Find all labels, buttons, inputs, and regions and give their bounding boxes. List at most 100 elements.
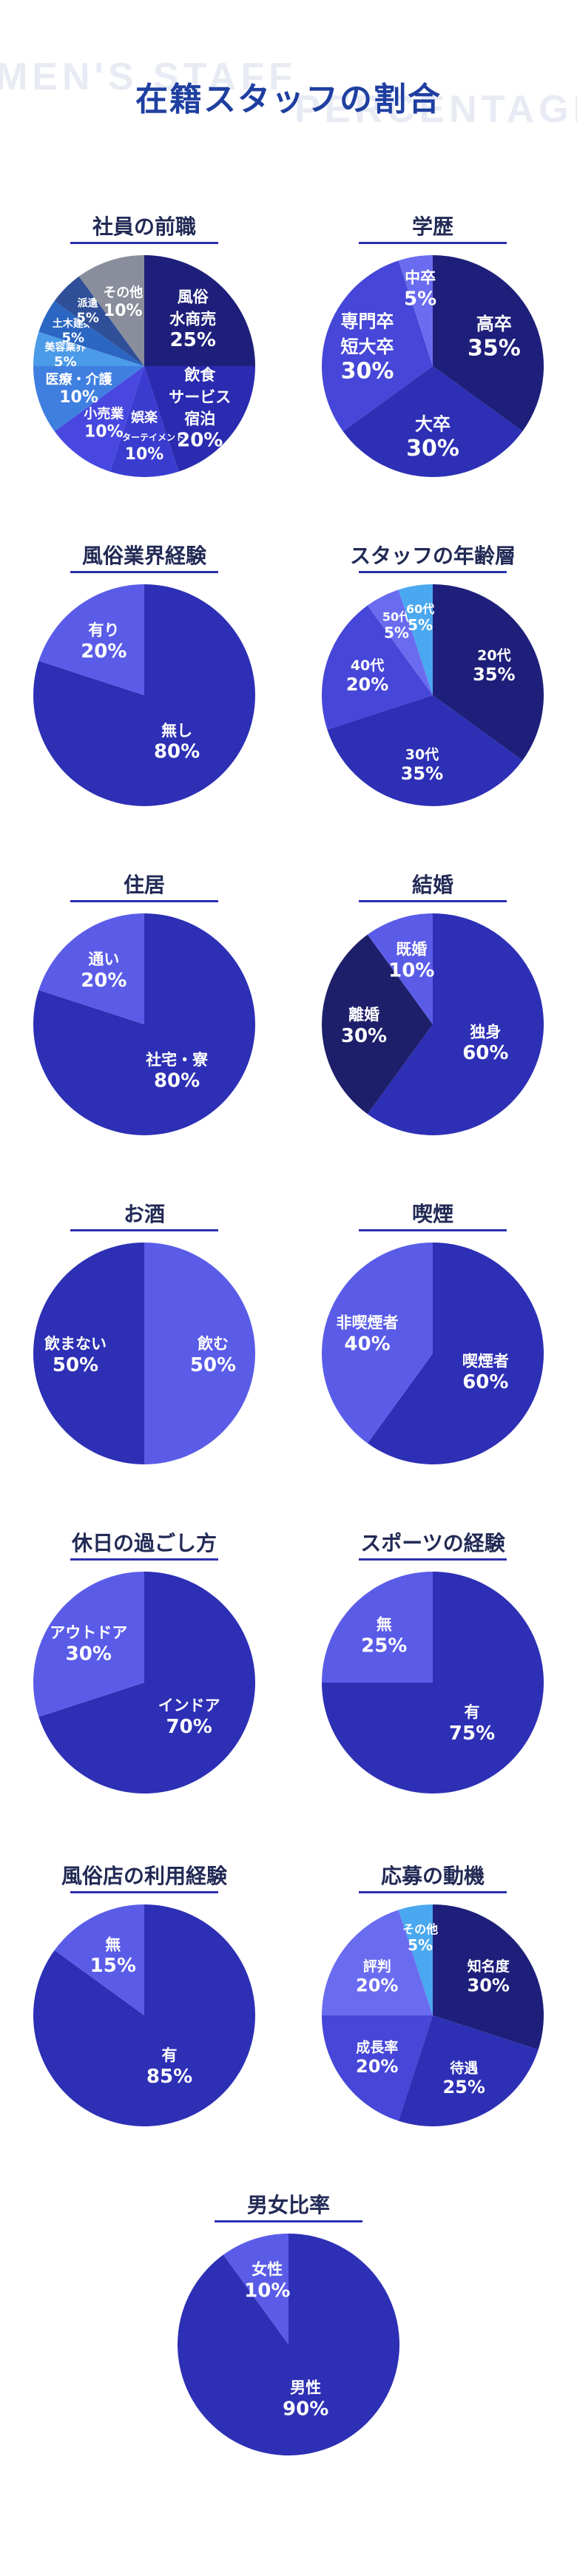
chart-title: 風俗業界経験	[81, 544, 206, 568]
slice-label: 有り 20%	[81, 621, 126, 663]
slice-value-label: 25%	[170, 329, 216, 351]
chart-title-underline	[359, 571, 507, 573]
slice-value-label: 50%	[53, 1354, 98, 1376]
slice-label: その他 5%	[402, 1922, 438, 1954]
slice-value-label: 10%	[104, 302, 143, 320]
slice-category-label: 既婚	[396, 941, 427, 959]
slice-value-label: 10%	[244, 2280, 290, 2302]
slice-value-label: 30%	[468, 1975, 510, 1996]
pie-slice	[398, 2015, 539, 2126]
pie-chart: 男性 90% 女性 10%	[177, 2234, 399, 2455]
chart-title-underline	[359, 1229, 507, 1231]
slice-value-label: 30%	[341, 358, 394, 384]
chart-title-underline	[70, 1891, 218, 1893]
pie-slice	[177, 2234, 399, 2455]
slice-label: 無 25%	[361, 1615, 407, 1657]
chart-block: お酒 飲む 50% 飲まない 50%	[7, 1198, 281, 1472]
chart-title-underline	[70, 242, 218, 244]
slice-category-label: 宿泊	[184, 410, 215, 428]
slice-label: 娯楽エンターテイメント 10%	[104, 409, 184, 464]
slice-category-label: サービス	[169, 388, 231, 406]
pie-chart: インドア 70% アウトドア 30%	[33, 1572, 255, 1794]
chart-title-underline	[359, 242, 507, 244]
slice-category-label: 飲む	[197, 1335, 229, 1353]
pie-slice	[367, 1243, 544, 1464]
chart-title: 社員の前職	[92, 214, 196, 239]
chart-block: 喫煙 喫煙者 60% 非喫煙者 40%	[296, 1198, 570, 1472]
slice-value-label: 5%	[61, 331, 84, 346]
chart-title: スタッフの年齢層	[349, 544, 516, 568]
slice-label: 飲食サービス宿泊 20%	[169, 366, 231, 452]
slice-label: 飲まない 50%	[44, 1335, 107, 1376]
slice-label: 有 85%	[146, 2046, 192, 2088]
slice-label: その他 10%	[103, 285, 143, 320]
chart-title-underline	[70, 1558, 218, 1561]
slice-category-label: 独身	[470, 1023, 501, 1041]
slice-label: 無 15%	[90, 1936, 136, 1977]
slice-label: 離婚 30%	[341, 1006, 387, 1047]
slice-category-label: 派遣	[78, 297, 98, 310]
slice-label: 既婚 10%	[388, 941, 434, 982]
chart-title: 休日の過ごし方	[71, 1531, 217, 1555]
slice-value-label: 25%	[361, 1634, 407, 1657]
pie-slice	[223, 2234, 288, 2345]
slice-value-label: 30%	[341, 1025, 387, 1047]
pie-slice	[38, 584, 144, 695]
slice-label: 中卒 5%	[404, 268, 436, 310]
slice-value-label: 30%	[406, 436, 459, 462]
pie-slice	[398, 584, 433, 695]
slice-value-label: 5%	[76, 310, 99, 325]
chart-block: 結婚 独身 60% 離婚 30% 既婚 10%	[296, 869, 570, 1143]
slice-value-label: 30%	[66, 1643, 112, 1665]
chart-block: 休日の過ごし方インドア 70% アウトドア 30%	[7, 1527, 281, 1801]
slice-category-label: 男性	[290, 2379, 321, 2396]
slice-label: 非喫煙者 40%	[337, 1314, 399, 1355]
slice-value-label: 90%	[283, 2398, 328, 2420]
chart-title-underline	[359, 1558, 507, 1561]
pie-slice	[433, 255, 544, 432]
slice-value-label: 15%	[90, 1955, 136, 1977]
slice-label: 高卒 35%	[468, 314, 521, 362]
slice-category-label: 通い	[88, 950, 119, 968]
slice-value-label: 35%	[473, 664, 515, 685]
background-watermark-percentage: PERCENTAGE	[294, 88, 577, 131]
slice-value-label: 10%	[84, 423, 124, 442]
pie-chart: 独身 60% 離婚 30%既婚 10%	[322, 913, 544, 1135]
pie-slice	[38, 913, 144, 1024]
slice-value-label: 10%	[59, 388, 98, 407]
chart-title: 学歴	[411, 214, 453, 239]
pie-slice	[33, 331, 144, 366]
chart-title: スポーツの経験	[360, 1531, 505, 1555]
chart-block: 応募の動機 知名度 30% 待遇 25% 成長率 20% 評判 20% その他 5%	[296, 1860, 570, 2134]
slice-category-label: 有	[162, 2046, 178, 2064]
slice-label: 飲む 50%	[190, 1335, 236, 1376]
slice-value-label: 5%	[54, 354, 77, 370]
slice-value-label: 85%	[146, 2066, 192, 2088]
slice-value-label: 20%	[346, 674, 388, 694]
slice-label: 知名度 30%	[468, 1958, 510, 1996]
slice-value-label: 70%	[166, 1716, 212, 1738]
pie-slice	[367, 913, 433, 1024]
pie-slice	[322, 605, 433, 730]
slice-category-label: 娯楽	[131, 409, 158, 425]
chart-title-underline	[359, 900, 507, 902]
slice-label: 50代 5%	[382, 609, 411, 641]
chart-title-underline	[70, 1229, 218, 1231]
pie-slice	[322, 260, 433, 432]
pie-slice	[327, 695, 523, 806]
slice-value-label: 75%	[449, 1723, 495, 1745]
slice-category-label: 30代	[405, 746, 439, 763]
slice-label: 60代 5%	[406, 602, 434, 634]
pie-slice	[54, 1904, 144, 2015]
slice-category-label: 知名度	[468, 1958, 510, 1975]
slice-category-label: 専門卒	[341, 311, 394, 331]
slice-category-label: 飲食	[183, 366, 216, 384]
pie-slice	[54, 276, 144, 366]
slice-value-label: 60%	[462, 1042, 508, 1064]
slice-category-label: 飲まない	[44, 1335, 107, 1353]
slice-category-label: 60代	[406, 602, 434, 616]
slice-category-label: その他	[103, 285, 143, 301]
chart-block: スタッフの年齢層 20代 35% 30代 35% 40代 20% 50代 5% 60代 5%	[296, 540, 570, 814]
slice-label: 評判 20%	[356, 1958, 398, 1996]
slice-category-label: 社宅・寮	[145, 1051, 208, 1069]
